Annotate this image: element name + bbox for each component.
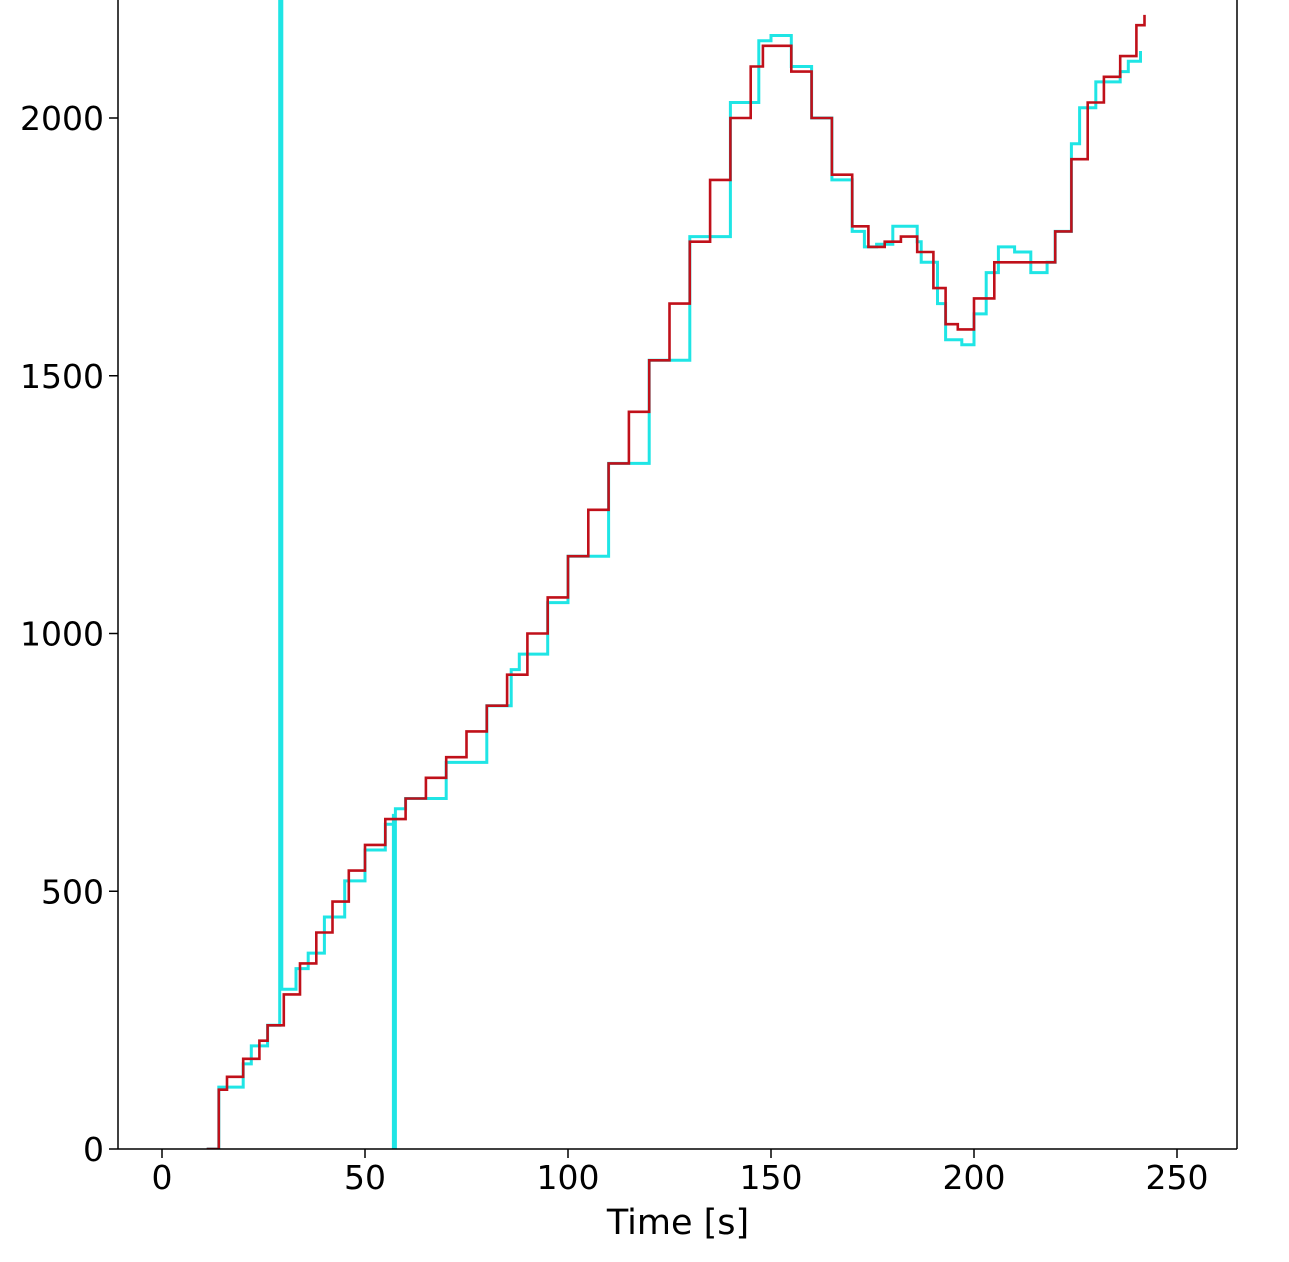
series-layer	[206, 0, 1146, 1149]
y-tick-label: 1000	[20, 615, 104, 654]
axes	[117, 0, 1238, 1150]
x-tick-label: 50	[344, 1158, 386, 1197]
x-tick-label: 150	[740, 1158, 803, 1197]
x-tick-label: 100	[537, 1158, 600, 1197]
y-tick-label: 2000	[20, 99, 104, 138]
y-tick-label: 1500	[20, 357, 104, 396]
y-tick-label: 0	[83, 1130, 104, 1169]
y-tick-label: 500	[41, 872, 104, 911]
tick-layer: 0 50 100 150 200 250 0 500 1000 1500 2000	[20, 99, 1208, 1197]
series-line-2	[206, 14, 1146, 1149]
x-tick-label: 200	[943, 1158, 1006, 1197]
series-line-1	[206, 0, 1142, 1149]
x-tick-label: 0	[152, 1158, 173, 1197]
x-axis-label: Time [s]	[606, 1203, 749, 1243]
x-tick-label: 250	[1146, 1158, 1209, 1197]
